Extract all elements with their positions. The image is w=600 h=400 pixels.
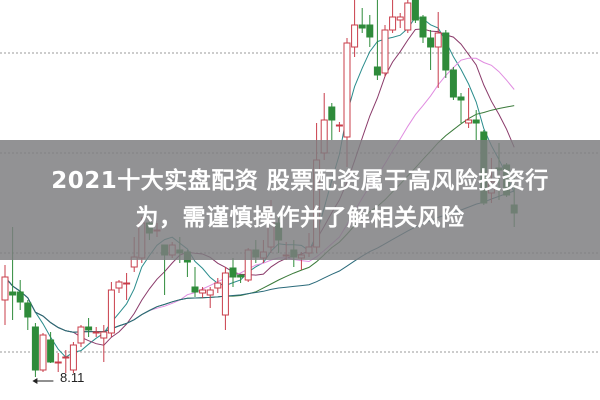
- candle-body: [381, 29, 389, 74]
- candle: [328, 103, 336, 140]
- candle: [31, 323, 39, 377]
- candle-body: [335, 124, 343, 127]
- candle-body: [54, 361, 62, 364]
- candle-body: [449, 69, 457, 98]
- candle: [229, 258, 237, 287]
- candle-body: [206, 289, 214, 296]
- title-banner: 2021十大实盘配资 股票配资属于高风险投资行 为，需谨慎操作并了解相关风险: [0, 140, 600, 260]
- banner-line-1: 2021十大实盘配资 股票配资属于高风险投资行: [51, 168, 549, 194]
- candle: [69, 342, 77, 373]
- candle: [206, 287, 214, 308]
- candle: [449, 67, 457, 100]
- candle-body: [39, 334, 47, 371]
- candle-body: [62, 356, 70, 359]
- candle-body: [214, 282, 222, 289]
- candle-body: [373, 66, 381, 76]
- candle: [92, 327, 100, 337]
- candle-body: [366, 24, 374, 38]
- candle: [77, 325, 85, 347]
- candle: [221, 267, 229, 330]
- candle-body: [404, 2, 412, 31]
- candle: [1, 265, 9, 325]
- candle-body: [237, 274, 245, 278]
- candle-body: [427, 37, 435, 48]
- candle-body: [107, 289, 115, 334]
- low-marker-arrowhead: [32, 378, 38, 384]
- candle-body: [77, 326, 85, 344]
- candle: [62, 350, 70, 373]
- candle: [54, 353, 62, 372]
- candle: [107, 282, 115, 337]
- candle: [389, 0, 397, 33]
- candle: [237, 274, 245, 283]
- candle-body: [69, 344, 77, 371]
- low-marker: [32, 378, 54, 384]
- candle-body: [442, 32, 450, 71]
- candle: [442, 30, 450, 78]
- candle: [85, 318, 93, 337]
- candle-body: [24, 302, 32, 318]
- ma5-line: [4, 16, 515, 358]
- candle-body: [1, 276, 9, 301]
- candle: [123, 273, 131, 300]
- candle: [465, 88, 473, 128]
- candle-body: [465, 119, 473, 124]
- candle: [358, 8, 366, 33]
- candle: [335, 122, 343, 132]
- candle: [472, 110, 480, 140]
- candle-body: [419, 16, 427, 38]
- candle-body: [191, 286, 199, 293]
- candle-body: [115, 281, 123, 289]
- candle-body: [389, 16, 397, 31]
- candle-body: [47, 339, 55, 363]
- candle-body: [457, 96, 465, 101]
- candle: [191, 267, 199, 297]
- candle: [24, 300, 32, 330]
- candle: [16, 280, 24, 310]
- candle: [39, 333, 47, 372]
- candle-body: [351, 24, 359, 48]
- candle: [115, 280, 123, 293]
- banner-line-2: 为，需谨慎操作并了解相关风险: [135, 205, 465, 231]
- candle-body: [9, 291, 17, 296]
- candle: [373, 0, 381, 80]
- candle-body: [343, 42, 351, 138]
- candle-body: [100, 331, 108, 339]
- candle-body: [411, 0, 419, 21]
- candle: [457, 93, 465, 123]
- candle: [411, 0, 419, 23]
- candle-body: [31, 326, 39, 371]
- candle-body: [472, 119, 480, 124]
- candle-body: [92, 331, 100, 334]
- candle: [366, 15, 374, 47]
- candle: [427, 30, 435, 70]
- candle: [214, 278, 222, 293]
- candle-body: [229, 267, 237, 278]
- candle: [434, 12, 442, 88]
- candle: [100, 325, 108, 362]
- candle: [419, 15, 427, 43]
- candle: [396, 13, 404, 28]
- candle-body: [123, 282, 131, 285]
- candle: [351, 0, 359, 57]
- candle-body: [434, 32, 442, 48]
- candle-body: [396, 16, 404, 21]
- candle-body: [199, 289, 207, 294]
- candle: [381, 25, 389, 77]
- candle: [404, 0, 412, 33]
- candle: [199, 287, 207, 298]
- candle-body: [328, 106, 336, 121]
- candle-body: [85, 326, 93, 331]
- low-price-label: 8.11: [60, 370, 85, 385]
- candle: [47, 332, 55, 363]
- candle-body: [16, 291, 24, 303]
- candle-body: [358, 24, 366, 29]
- ma10-line: [4, 28, 515, 346]
- candle-body: [221, 272, 229, 316]
